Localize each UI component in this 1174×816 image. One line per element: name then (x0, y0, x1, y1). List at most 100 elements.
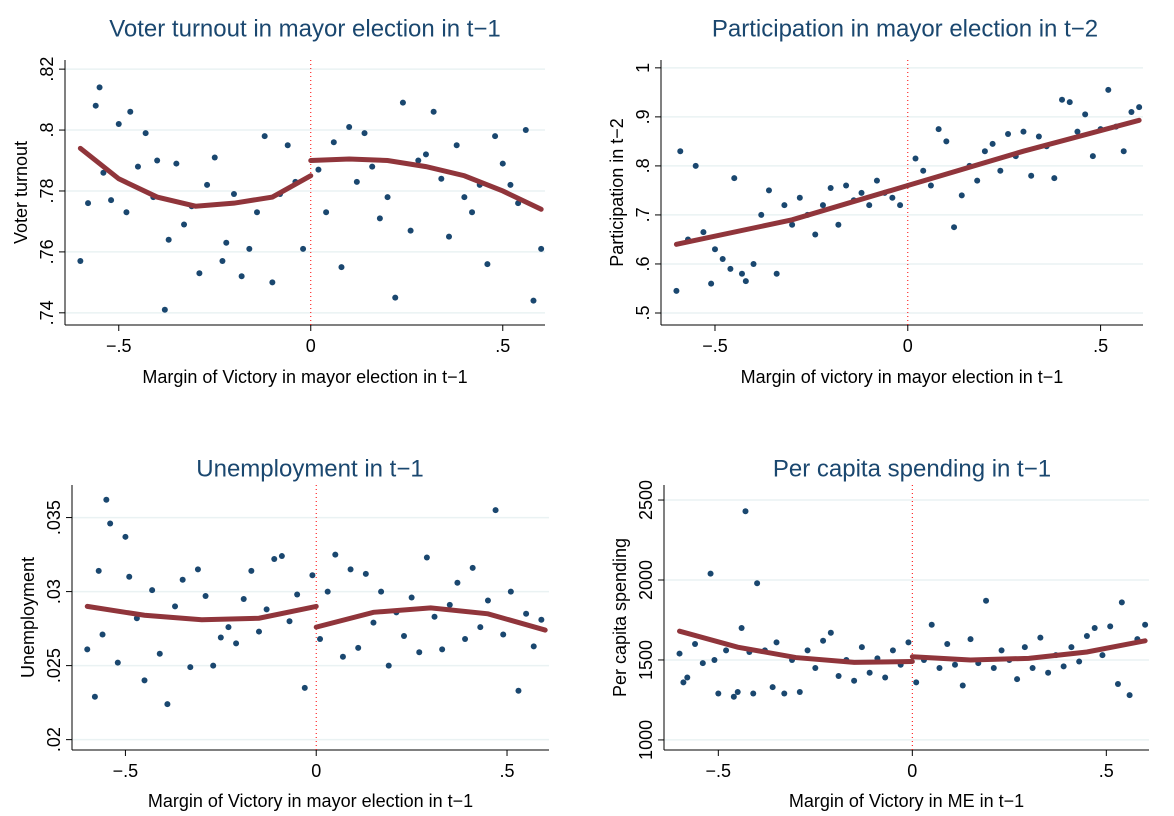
point (103, 496, 110, 503)
point (1028, 172, 1035, 179)
point (324, 588, 331, 595)
point (835, 221, 842, 228)
point (912, 155, 919, 162)
x-tick-label: −.5 (106, 336, 132, 356)
point (882, 674, 889, 681)
point (944, 640, 951, 647)
point (454, 579, 461, 586)
point (769, 684, 776, 691)
point (723, 647, 730, 654)
point (1083, 632, 1090, 639)
point (300, 245, 307, 252)
point (967, 636, 974, 643)
point (484, 597, 491, 604)
point (347, 566, 354, 573)
point (92, 102, 99, 109)
point (164, 701, 171, 708)
point (156, 650, 163, 657)
point (194, 566, 201, 573)
point (707, 570, 714, 577)
point (866, 202, 873, 209)
point (294, 591, 301, 598)
point (692, 162, 699, 169)
point (415, 157, 422, 164)
point (738, 624, 745, 631)
point (905, 639, 912, 646)
point (240, 595, 247, 602)
point (96, 84, 103, 91)
point (730, 693, 737, 700)
point (142, 130, 149, 137)
y-tick-label: 1 (633, 63, 653, 73)
point (453, 142, 460, 149)
point (928, 621, 935, 628)
point (223, 239, 230, 246)
point (684, 674, 691, 681)
point (499, 160, 506, 167)
y-tick-label: .82 (37, 57, 57, 82)
point (99, 631, 106, 638)
point (1114, 680, 1121, 687)
point (754, 580, 761, 587)
y-tick-label: .8 (37, 123, 57, 138)
point (827, 184, 834, 191)
panel: .5 .6 .7 .8 .9 1 −.5 0 .5 Participation in mayor … (607, 15, 1143, 387)
point (983, 597, 990, 604)
point (423, 554, 430, 561)
point (700, 229, 707, 236)
x-axis-label: Margin of victory in mayor election in t… (741, 367, 1064, 387)
fit-line (308, 156, 544, 212)
point (897, 202, 904, 209)
point (384, 194, 391, 201)
point (181, 221, 188, 228)
point (361, 130, 368, 137)
point (173, 160, 180, 167)
point (711, 656, 718, 663)
point (85, 200, 92, 207)
point (122, 533, 129, 540)
point (317, 635, 324, 642)
point (1005, 131, 1012, 138)
point (1060, 663, 1067, 670)
chart-title: Per capita spending in t−1 (773, 455, 1051, 482)
point (781, 202, 788, 209)
point (408, 594, 415, 601)
point (843, 182, 850, 189)
point (115, 120, 122, 127)
point (796, 688, 803, 695)
y-tick-label: .025 (44, 648, 64, 683)
point (538, 616, 545, 623)
point (731, 175, 738, 182)
point (204, 181, 211, 188)
point (255, 628, 262, 635)
point (1091, 624, 1098, 631)
point (477, 624, 484, 631)
point (515, 687, 522, 694)
point (997, 167, 1004, 174)
point (738, 270, 745, 277)
point (238, 273, 245, 280)
point (1082, 111, 1089, 118)
point (271, 556, 278, 563)
point (469, 564, 476, 571)
point (392, 294, 399, 301)
point (820, 637, 827, 644)
point (866, 669, 873, 676)
x-axis-label: Margin of Victory in mayor election in t… (142, 367, 467, 387)
x-tick-label: .5 (495, 336, 510, 356)
point (889, 647, 896, 654)
point (522, 127, 529, 134)
point (332, 551, 339, 558)
point (355, 644, 362, 651)
point (1120, 148, 1127, 155)
point (416, 649, 423, 656)
y-tick-label: .03 (44, 579, 64, 604)
point (196, 270, 203, 277)
point (935, 126, 942, 133)
fit-line (909, 638, 1148, 663)
point (492, 507, 499, 514)
point (91, 693, 98, 700)
point (773, 270, 780, 277)
point (680, 679, 687, 686)
